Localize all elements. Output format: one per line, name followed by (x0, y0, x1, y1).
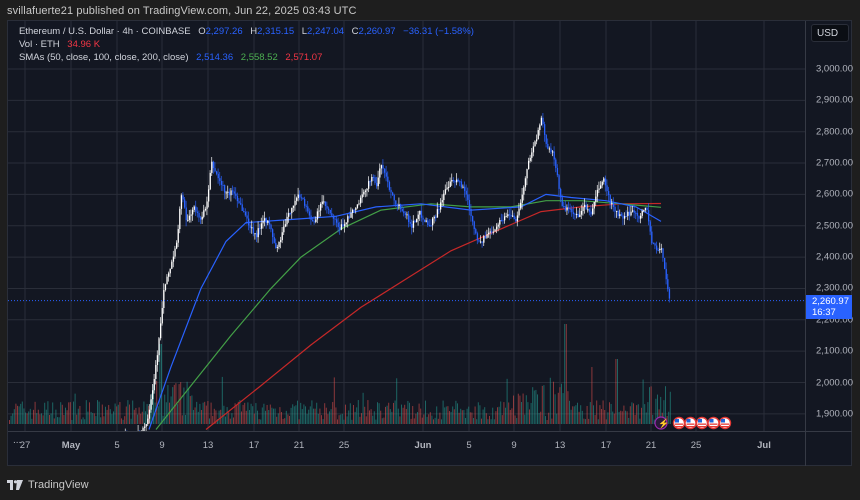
high-value: 2,315.15 (257, 26, 295, 37)
price-tick-label: 2,600.00 (816, 188, 853, 200)
price-tick-label: 3,000.00 (816, 63, 853, 75)
time-tick-label: 17 (248, 440, 260, 451)
current-price-label: 2,260.97 16:37 (806, 294, 852, 319)
time-tick-label: 5 (466, 440, 472, 451)
currency-button[interactable]: USD (811, 24, 849, 42)
volume-row[interactable]: Vol · ETH 34.96 K (19, 38, 474, 51)
symbol-title: Ethereum / U.S. Dollar · 4h · COINBASE (19, 26, 191, 37)
price-tick-label: 2,000.00 (816, 377, 853, 388)
price-tick-label: 2,800.00 (816, 126, 853, 138)
price-tick-label: 1,900.00 (816, 408, 853, 420)
us-flag-event-icon[interactable] (695, 416, 709, 430)
publish-bar: svillafuerte21 published on TradingView.… (7, 5, 357, 17)
price-tick-label: 2,700.00 (816, 157, 853, 169)
open-value: 2,297.26 (205, 26, 243, 37)
svg-text:⚡: ⚡ (658, 418, 669, 430)
price-axis[interactable]: USD 3,000.00 2,900.00 2,800.00 2,700.00 2,60… (805, 21, 853, 431)
pane-menu-button[interactable]: ... (13, 435, 22, 446)
time-axis[interactable]: 27 May 5 9 13 17 21 25 Jun 5 9 13 17 21 25 Jul (8, 431, 805, 466)
time-tick-label: 17 (600, 440, 612, 451)
us-flag-event-icon[interactable] (707, 416, 720, 430)
event-markers[interactable]: ⚡ (654, 416, 732, 430)
low-value: 2,247.04 (307, 26, 345, 37)
sma100-value: 2,558.52 (240, 52, 278, 63)
time-tick-label: 25 (690, 440, 702, 451)
sma200-value: 2,571.07 (285, 52, 323, 63)
sma50-value: 2,514.36 (196, 52, 234, 63)
candlestick-chart[interactable]: ⚡ (8, 21, 805, 431)
price-pane[interactable]: ⚡ Ethereum / U.S. Dollar · 4h · COINBASE… (8, 21, 805, 446)
price-tick-label: 2,100.00 (816, 345, 853, 357)
price-tick-label: 2,300.00 (816, 282, 853, 294)
change-value: −36.31 (−1.58%) (403, 26, 474, 37)
sma-label: SMAs (50, close, 100, close, 200, close) (19, 52, 189, 63)
price-tick-label: 2,500.00 (816, 220, 853, 232)
lightning-event-icon (654, 416, 668, 430)
chart-frame: ⚡ Ethereum / U.S. Dollar · 4h · COINBASE… (7, 20, 853, 466)
time-tick-label: 5 (114, 440, 120, 451)
time-tick-label: 21 (293, 440, 305, 451)
time-tick-label: 27 (19, 440, 31, 451)
time-tick-label: 21 (645, 440, 657, 451)
us-flag-event-icon[interactable] (672, 416, 686, 430)
volume-value: 34.96 K (67, 39, 101, 50)
time-tick-label: May (61, 440, 81, 451)
bar-countdown: 16:37 (812, 306, 836, 318)
time-tick-label: Jul (757, 440, 771, 451)
price-tick-label: 2,400.00 (816, 251, 853, 263)
time-tick-label: 9 (159, 440, 165, 451)
axis-corner (805, 431, 852, 466)
price-tick-label: 2,200.00 (816, 314, 853, 326)
sma-row[interactable]: SMAs (50, close, 100, close, 200, close)… (19, 51, 474, 64)
volume-label: Vol · ETH (19, 39, 60, 50)
chart-legend: Ethereum / U.S. Dollar · 4h · COINBASE O… (19, 25, 474, 64)
time-tick-label: 13 (202, 440, 214, 451)
close-value: 2,260.97 (358, 26, 396, 37)
time-tick-label: 25 (338, 440, 350, 451)
price-tick-label: 2,900.00 (816, 94, 853, 106)
tradingview-logo[interactable]: TradingView (7, 479, 89, 491)
current-price-value: 2,260.97 (812, 295, 849, 307)
symbol-row[interactable]: Ethereum / U.S. Dollar · 4h · COINBASE O… (19, 26, 474, 37)
time-tick-label: Jun (414, 440, 432, 451)
tradingview-logo-icon (7, 480, 23, 490)
time-tick-label: 13 (554, 440, 566, 451)
time-tick-label: 9 (511, 440, 517, 451)
brand-name: TradingView (28, 479, 89, 491)
us-flag-event-icon[interactable] (684, 416, 697, 430)
us-flag-event-icon[interactable] (718, 416, 732, 430)
